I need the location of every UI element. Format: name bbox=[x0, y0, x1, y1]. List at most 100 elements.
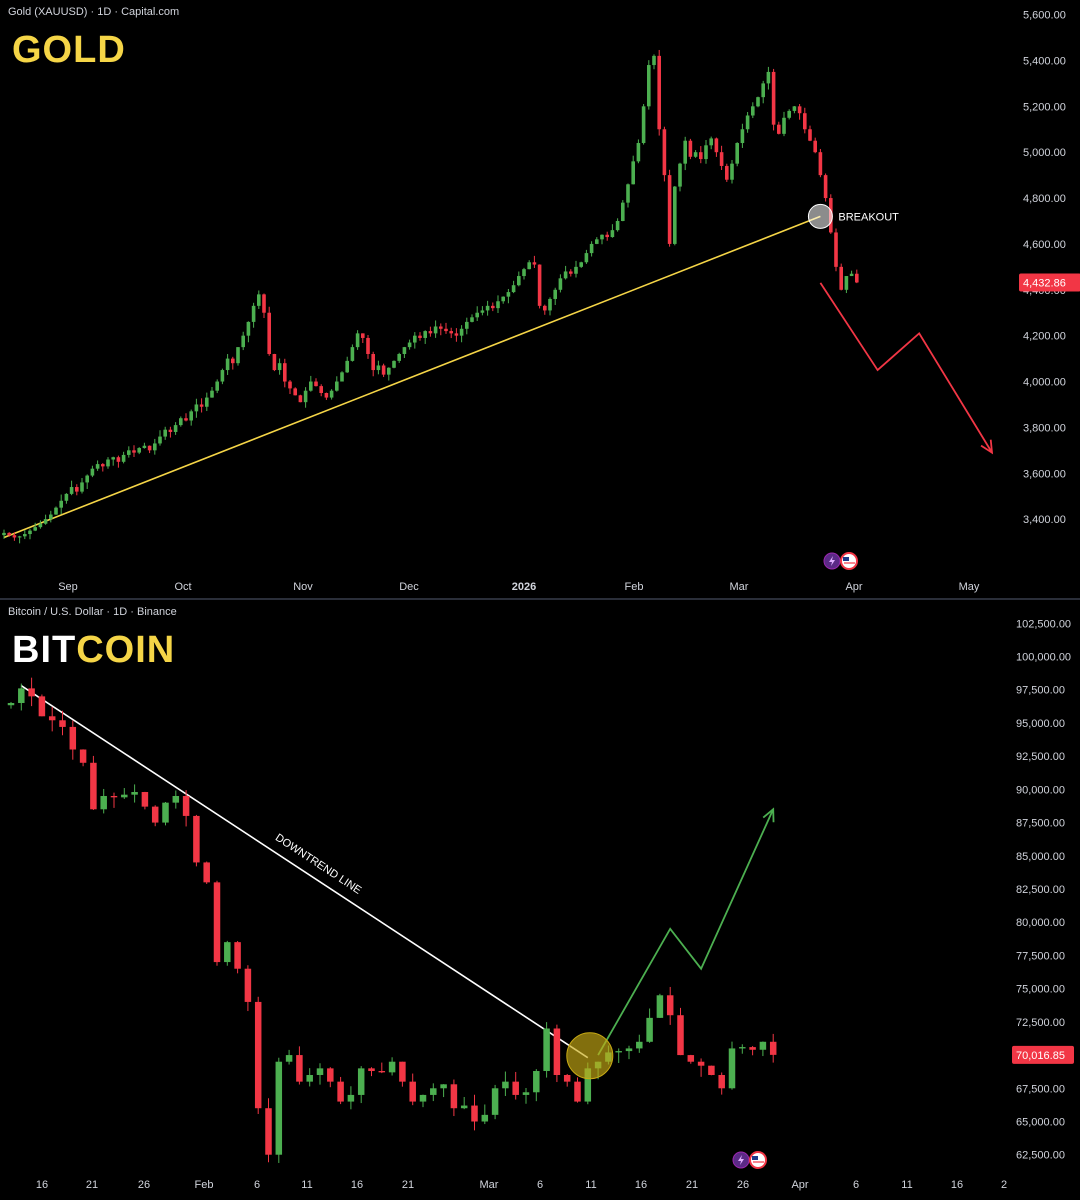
gold-candle bbox=[423, 330, 427, 344]
btc-candle-body bbox=[749, 1047, 756, 1050]
gold-candle bbox=[49, 510, 53, 523]
btc-candle bbox=[471, 1094, 478, 1131]
btc-x-tick: 16 bbox=[36, 1179, 48, 1191]
gold-candle bbox=[803, 107, 807, 134]
gold-candle bbox=[719, 145, 724, 171]
btc-candle bbox=[636, 1034, 643, 1053]
gold-price-tag-label: 4,432.86 bbox=[1023, 277, 1066, 289]
gold-y-tick: 4,800.00 bbox=[1023, 193, 1066, 205]
btc-candle-body bbox=[110, 796, 118, 798]
btc-candle bbox=[409, 1073, 416, 1106]
gold-candle bbox=[855, 269, 859, 284]
btc-price-tag-label: 70,016.85 bbox=[1016, 1050, 1065, 1062]
gold-candle-body bbox=[43, 519, 48, 524]
gold-candle-body bbox=[220, 370, 225, 382]
gold-candle-body bbox=[142, 445, 147, 449]
btc-candle-body bbox=[172, 796, 180, 803]
gold-candle-body bbox=[449, 331, 453, 334]
btc-x-tick: 16 bbox=[951, 1179, 963, 1191]
gold-chart-svg[interactable]: 5,600.00 5,400.00 5,200.00 5,000.00 4,800.00… bbox=[0, 0, 1080, 598]
btc-candle-body bbox=[69, 726, 77, 750]
gold-candle-body bbox=[433, 326, 438, 334]
btc-x-tick: Mar bbox=[480, 1179, 499, 1191]
gold-candle-body bbox=[652, 55, 656, 66]
gold-candle bbox=[85, 474, 89, 490]
gold-candle-body bbox=[17, 536, 22, 538]
btc-candle-body bbox=[100, 796, 107, 810]
btc-candle-body bbox=[131, 792, 138, 795]
gold-candle bbox=[548, 297, 552, 316]
gold-candle bbox=[350, 344, 355, 362]
btc-candle bbox=[162, 802, 169, 826]
gold-x-tick: Feb bbox=[625, 581, 644, 593]
gold-candle bbox=[496, 295, 500, 313]
btc-candle bbox=[739, 1044, 746, 1054]
btc-candle bbox=[749, 1046, 756, 1056]
btc-candle-body bbox=[656, 995, 664, 1018]
gold-candle bbox=[184, 413, 188, 422]
gold-candle bbox=[376, 360, 381, 375]
gold-candle bbox=[168, 426, 173, 438]
gold-candle-body bbox=[688, 140, 693, 157]
gold-candle-body bbox=[496, 301, 500, 309]
gold-candle bbox=[610, 224, 615, 238]
btc-candle-body bbox=[502, 1081, 509, 1089]
btc-candle bbox=[213, 880, 221, 966]
gold-candle bbox=[267, 306, 271, 356]
gold-source-label: Gold (XAUUSD) · 1D · Capital.com bbox=[8, 6, 180, 18]
gold-candle-body bbox=[839, 266, 843, 290]
btc-us-flag-canton bbox=[752, 1156, 758, 1160]
gold-candle bbox=[662, 126, 667, 182]
gold-candle bbox=[600, 234, 604, 245]
bitcoin-chart-svg[interactable]: 102,500.00 100,000.00 97,500.00 95,000.00 92… bbox=[0, 600, 1080, 1200]
gold-candle bbox=[246, 321, 251, 343]
gold-candle-body bbox=[12, 535, 17, 538]
gold-y-tick: 5,400.00 bbox=[1023, 55, 1066, 67]
btc-candle bbox=[182, 790, 190, 827]
btc-candle-body bbox=[59, 720, 66, 727]
gold-candle bbox=[75, 484, 79, 496]
gold-candle-body bbox=[59, 500, 63, 508]
gold-candle bbox=[189, 409, 193, 426]
btc-x-tick: 21 bbox=[402, 1179, 414, 1191]
gold-projection-line bbox=[819, 282, 993, 454]
btc-candle-body bbox=[182, 796, 190, 816]
gold-candle bbox=[12, 532, 17, 541]
gold-candle bbox=[834, 228, 838, 272]
btc-candle-body bbox=[162, 802, 169, 823]
btc-candle bbox=[708, 1065, 715, 1076]
gold-candle bbox=[797, 104, 802, 120]
gold-candle bbox=[647, 60, 651, 110]
gold-candle bbox=[641, 104, 646, 145]
gold-candle bbox=[605, 231, 609, 241]
btc-candle bbox=[224, 940, 231, 966]
gold-candle bbox=[823, 173, 828, 202]
gold-candle-body bbox=[28, 530, 32, 535]
btc-candle-body bbox=[121, 794, 128, 798]
btc-candle-body bbox=[460, 1105, 468, 1109]
gold-candle-body bbox=[257, 294, 261, 306]
gold-candle bbox=[693, 150, 698, 158]
gold-candle-body bbox=[298, 395, 303, 403]
gold-candle-body bbox=[725, 165, 729, 180]
gold-candle bbox=[345, 356, 349, 373]
gold-candle bbox=[179, 416, 183, 427]
btc-candle-body bbox=[543, 1028, 550, 1072]
gold-candle bbox=[163, 426, 167, 440]
gold-candle-body bbox=[168, 429, 173, 432]
gold-lightning-glyph bbox=[829, 556, 835, 566]
gold-candle bbox=[725, 163, 729, 182]
btc-candle-body bbox=[193, 815, 200, 863]
gold-candle-body bbox=[517, 276, 521, 286]
gold-candle-body bbox=[303, 390, 308, 403]
gold-candle bbox=[225, 354, 230, 375]
gold-candle-body bbox=[641, 106, 646, 144]
gold-candle bbox=[142, 442, 147, 449]
gold-candle bbox=[90, 465, 95, 478]
btc-candle-body bbox=[728, 1048, 736, 1089]
gold-candle-body bbox=[574, 266, 578, 274]
gold-candle-body bbox=[605, 234, 609, 238]
gold-candle-body bbox=[95, 464, 100, 469]
gold-candle bbox=[132, 445, 136, 457]
gold-candle bbox=[153, 438, 157, 455]
